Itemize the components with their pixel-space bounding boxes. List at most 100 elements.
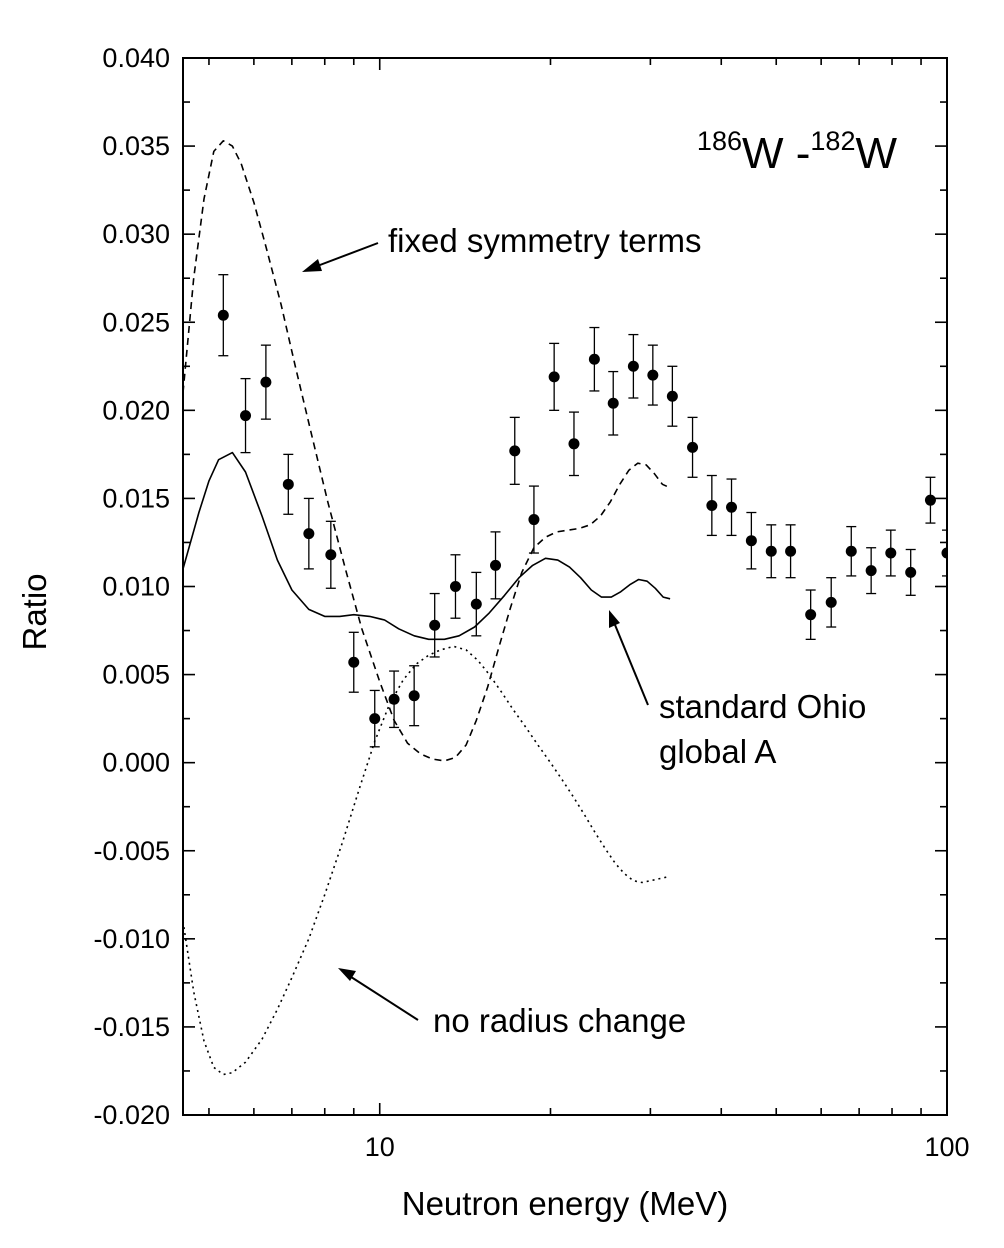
y-tick-label: -0.015 [93, 1012, 170, 1042]
data-marker [429, 619, 441, 631]
data-marker [408, 690, 420, 702]
y-tick-labels: 0.040 0.035 0.030 0.025 0.020 0.015 0.010 0.005… [93, 43, 170, 1130]
curve-fixed-symmetry [183, 140, 671, 762]
data-marker [548, 371, 560, 383]
data-point [607, 370, 619, 436]
y-tick-label: 0.040 [102, 43, 170, 73]
data-point [470, 571, 482, 637]
data-marker [687, 441, 699, 453]
curve-no-radius-change [183, 645, 671, 1076]
data-marker [905, 566, 917, 578]
title-mass-number-1: 186 [697, 126, 742, 156]
plot-frame [182, 57, 948, 1116]
data-marker [217, 309, 229, 321]
data-marker [627, 360, 639, 372]
data-marker [240, 410, 252, 422]
data-marker [726, 501, 738, 513]
x-tick-label: 100 [924, 1132, 969, 1162]
data-point [924, 476, 936, 524]
data-marker [765, 545, 777, 557]
annotation-standard-arrow [612, 619, 649, 706]
data-point [885, 529, 897, 577]
data-point [666, 365, 678, 427]
y-tick-label: 0.000 [102, 748, 170, 778]
y-tick-label: 0.010 [102, 572, 170, 602]
data-marker [369, 713, 381, 725]
annotation-no-radius-arrow [347, 974, 419, 1021]
data-point [941, 529, 947, 577]
model-curves [183, 140, 671, 1076]
annotation-standard: standard Ohio global A [609, 610, 866, 770]
data-point [706, 474, 718, 537]
data-marker [490, 559, 502, 571]
data-marker [528, 514, 540, 526]
data-point [588, 326, 600, 392]
annotation-no-radius-label: no radius change [433, 1002, 686, 1039]
data-marker [924, 494, 936, 506]
data-point [825, 577, 837, 628]
data-marker [470, 598, 482, 610]
data-point [282, 453, 294, 515]
y-tick-label: 0.015 [102, 483, 170, 513]
x-tick-label: 10 [365, 1132, 395, 1162]
data-point [845, 525, 857, 577]
data-point [687, 416, 699, 478]
data-marker [449, 581, 461, 592]
data-marker [865, 565, 877, 577]
curve-standard [183, 451, 671, 641]
title-mass-number-2: 182 [810, 126, 855, 156]
data-marker [388, 693, 400, 705]
y-tick-label: -0.020 [93, 1100, 170, 1130]
annotation-standard-arrowhead [609, 610, 620, 628]
data-point [785, 524, 797, 579]
annotation-standard-label-1: standard Ohio [659, 688, 866, 725]
measured-points [217, 274, 947, 748]
data-point [647, 344, 659, 406]
data-marker [666, 390, 678, 402]
data-marker [260, 376, 272, 388]
data-point [325, 520, 337, 589]
y-tick-label: 0.025 [102, 307, 170, 337]
data-marker [845, 545, 857, 557]
data-marker [325, 549, 337, 561]
data-point [528, 485, 540, 554]
data-marker [785, 545, 797, 557]
annotation-fixed-symmetry: fixed symmetry terms [302, 222, 702, 272]
data-marker [282, 478, 294, 490]
data-point [490, 531, 502, 600]
annotation-no-radius-arrowhead [338, 968, 356, 981]
axis-ticks [183, 57, 948, 1116]
data-point [805, 589, 817, 640]
x-axis-label: Neutron energy (MeV) [402, 1185, 728, 1222]
data-marker [745, 535, 757, 547]
y-tick-label: -0.010 [93, 924, 170, 954]
data-marker [303, 528, 315, 540]
data-point [865, 547, 877, 595]
annotation-fixed-symmetry-arrowhead [302, 259, 322, 272]
title-element-2: W [855, 129, 897, 178]
data-marker [805, 609, 817, 621]
data-point [745, 511, 757, 570]
data-marker [647, 369, 659, 381]
y-tick-label: 0.030 [102, 219, 170, 249]
data-point [548, 342, 560, 411]
data-point [627, 333, 639, 399]
chart-title: 186W -182W [697, 126, 898, 178]
data-point [726, 478, 738, 537]
x-tick-labels: 10 100 [365, 1132, 970, 1162]
data-point [429, 592, 441, 658]
title-separator: - [784, 129, 811, 178]
data-point [765, 524, 777, 579]
data-point [240, 377, 252, 454]
data-marker [568, 438, 580, 450]
data-point [408, 665, 420, 727]
y-axis-label: Ratio [16, 573, 53, 650]
title-element-1: W [742, 129, 784, 178]
y-tick-label: 0.020 [102, 395, 170, 425]
y-tick-label: 0.035 [102, 131, 170, 161]
data-point [217, 274, 229, 357]
data-point [568, 411, 580, 477]
data-point [905, 548, 917, 596]
data-marker [706, 499, 718, 511]
